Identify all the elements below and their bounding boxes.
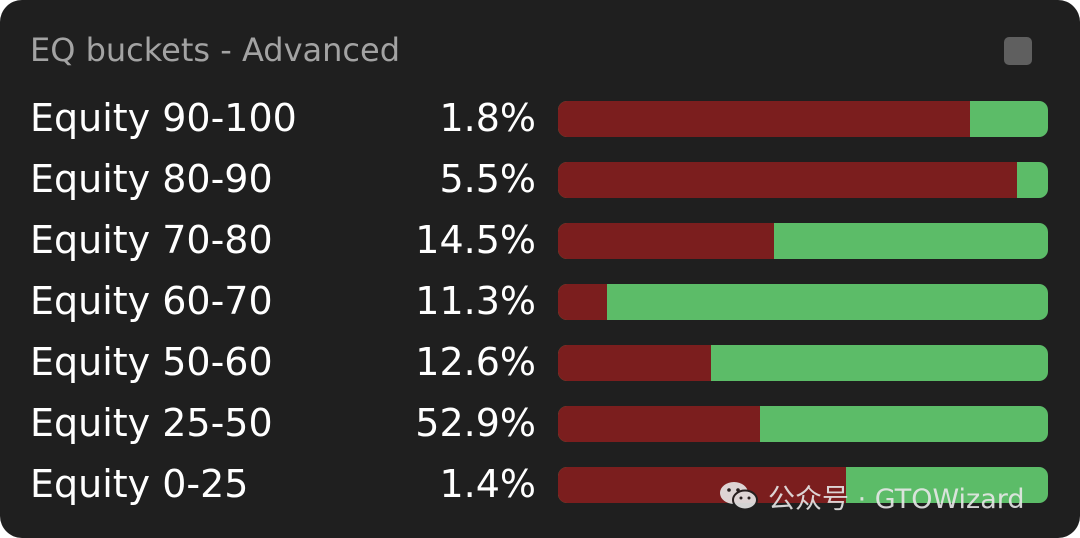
- bucket-bar-red-segment: [558, 162, 1017, 198]
- bucket-label: Equity 60-70: [30, 279, 273, 323]
- bucket-bar: [558, 162, 1048, 198]
- bucket-label: Equity 80-90: [30, 157, 273, 201]
- bucket-row: Equity 0-25 1.4%: [0, 454, 1080, 515]
- watermark-text: 公众号 · GTOWizard: [768, 483, 1025, 515]
- bucket-bar: [558, 101, 1048, 137]
- watermark: 公众号 · GTOWizard: [718, 476, 1025, 516]
- bucket-label: Equity 70-80: [30, 218, 273, 262]
- bucket-bar: [558, 345, 1048, 381]
- bucket-label: Equity 50-60: [30, 340, 273, 384]
- panel-title: EQ buckets - Advanced: [30, 31, 401, 69]
- bucket-label: Equity 0-25: [30, 462, 249, 506]
- bucket-bar: [558, 406, 1048, 442]
- bucket-percent: 5.5%: [439, 157, 536, 201]
- bucket-bar-red-segment: [558, 406, 760, 442]
- bucket-percent: 14.5%: [415, 218, 536, 262]
- bucket-label: Equity 25-50: [30, 401, 273, 445]
- bucket-row: Equity 70-80 14.5%: [0, 210, 1080, 271]
- bucket-percent: 12.6%: [415, 340, 536, 384]
- bucket-row: Equity 90-100 1.8%: [0, 88, 1080, 149]
- bucket-row: Equity 50-60 12.6%: [0, 332, 1080, 393]
- bucket-percent: 1.8%: [439, 96, 536, 140]
- bucket-bar-red-segment: [558, 284, 607, 320]
- bucket-bar-red-segment: [558, 223, 774, 259]
- bucket-bar: [558, 467, 1048, 503]
- bucket-bar-red-segment: [558, 345, 711, 381]
- bucket-percent: 11.3%: [415, 279, 536, 323]
- bucket-row: Equity 60-70 11.3%: [0, 271, 1080, 332]
- bucket-bar: [558, 223, 1048, 259]
- bucket-label: Equity 90-100: [30, 96, 297, 140]
- bucket-bar: [558, 284, 1048, 320]
- square-icon[interactable]: [1004, 37, 1032, 65]
- bucket-row: Equity 80-90 5.5%: [0, 149, 1080, 210]
- bucket-bar-red-segment: [558, 101, 970, 137]
- wechat-icon: [720, 482, 758, 511]
- bucket-bar-red-segment: [558, 467, 847, 503]
- bucket-row: Equity 25-50 52.9%: [0, 393, 1080, 454]
- bucket-percent: 52.9%: [415, 401, 536, 445]
- bucket-percent: 1.4%: [439, 462, 536, 506]
